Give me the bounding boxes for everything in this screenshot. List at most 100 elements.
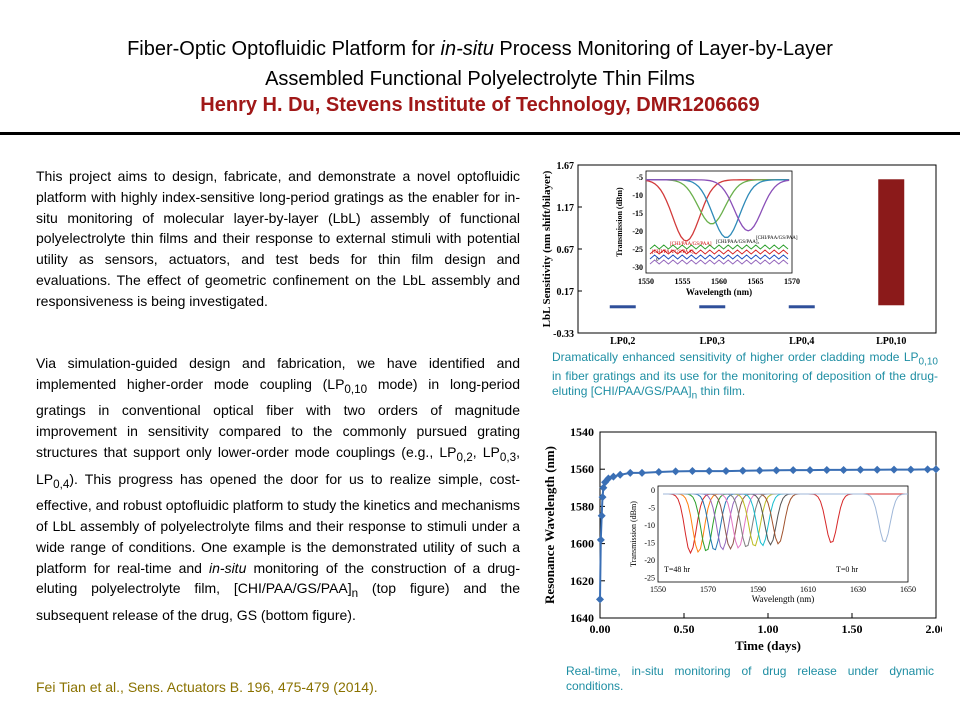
y-tick-label: 1580 (570, 499, 594, 513)
data-point (688, 467, 697, 476)
y-tick-label: 1600 (570, 537, 594, 551)
inset-x-tick: 1560 (711, 277, 727, 286)
caption-bottom: Real-time, in-situ monitoring of drug re… (566, 664, 934, 693)
data-point (890, 465, 898, 474)
y-tick-label: 0.17 (557, 287, 575, 298)
inset-label: [CHI/PAA/GS/PAA]₅ (716, 240, 760, 245)
inset-spectrum-3 (646, 179, 790, 232)
y-tick-label: 1640 (570, 611, 594, 625)
data-point (789, 466, 798, 475)
inset-label: [CHI/PAA/GS/PAA]₁ (652, 250, 696, 255)
data-point (626, 468, 635, 477)
data-point (604, 474, 613, 483)
inset-x-tick: 1555 (675, 277, 691, 286)
x-axis-label: Time (days) (735, 638, 801, 653)
inset-x-tick: 1550 (650, 585, 666, 594)
inset-label: [CHI/PAA/GS/PAA] (756, 236, 798, 241)
data-point (806, 466, 814, 475)
inset-y-tick: -15 (644, 539, 655, 548)
data-point (923, 465, 932, 474)
data-point (609, 472, 618, 481)
bar-3 (878, 179, 905, 306)
data-point (738, 466, 747, 475)
inset-frame (657, 485, 909, 583)
bar-1 (699, 305, 726, 309)
inset-y-tick: -5 (636, 173, 643, 182)
x-tick-label: 0.50 (674, 622, 695, 636)
data-point (772, 466, 781, 475)
inset-label: [CHI/PAA/GS/PAA] (670, 242, 712, 247)
data-point (873, 465, 882, 474)
data-point (856, 465, 865, 474)
divider (0, 132, 960, 135)
data-point (616, 470, 625, 479)
slide-title: Fiber-Optic Optofluidic Platform for in-… (127, 38, 833, 90)
x-category-label: LP0,4 (789, 336, 814, 345)
data-point (638, 468, 646, 477)
inset-x-tick: 1630 (850, 585, 866, 594)
inset-deposition-trace (649, 249, 789, 255)
inset-y-tick: -20 (644, 556, 655, 565)
inset-x-tick: 1565 (748, 277, 764, 286)
data-point (722, 467, 730, 476)
y-axis-label: LbL Sensitivity (nm shift/bilayer) (541, 170, 553, 327)
y-tick-label: 1.17 (557, 203, 575, 214)
inset-deposition-trace (649, 254, 789, 260)
data-point (705, 467, 714, 476)
data-point (755, 466, 764, 475)
data-point (932, 465, 940, 474)
inset-deposition-trace (649, 244, 789, 250)
data-point (671, 467, 680, 476)
inset-y-tick: -30 (632, 263, 643, 272)
inset-frame (645, 170, 793, 274)
data-point (596, 535, 605, 544)
y-axis-label: Resonance Wavelength (nm) (542, 446, 557, 604)
bar-0 (609, 305, 636, 309)
inset-label: T=48 hr (664, 565, 690, 574)
x-tick-label: 2.00 (926, 622, 943, 636)
inset-y-tick: -25 (632, 245, 643, 254)
data-point (822, 465, 831, 474)
inset-y-tick: -15 (632, 209, 643, 218)
caption-top: Dramatically enhanced sensitivity of hig… (552, 350, 938, 402)
sensitivity-bar-chart: -0.33 0.17 0.67 1.17 1.67 LbL Sensitivity (nm… (541, 161, 937, 345)
x-category-label: LP0,3 (700, 336, 725, 345)
inset-x-label: Wavelength (nm) (752, 594, 815, 604)
data-point (598, 493, 607, 502)
inset-y-tick: -10 (644, 521, 655, 530)
x-tick-label: 1.00 (758, 622, 779, 636)
data-point (654, 467, 663, 476)
y-tick-label: -0.33 (553, 329, 574, 340)
inset-y-tick: -20 (632, 227, 643, 236)
data-point (596, 595, 604, 604)
data-point (597, 511, 606, 520)
inset-x-tick: 1650 (900, 585, 916, 594)
inset-x-tick: 1550 (638, 277, 654, 286)
inset-x-tick: 1570 (700, 585, 716, 594)
x-category-label: LP0,2 (610, 336, 635, 345)
citation: Fei Tian et al., Sens. Actuators B. 196,… (36, 679, 378, 695)
inset-y-label: Transmission (dBm) (615, 187, 624, 257)
data-point (839, 465, 848, 474)
y-tick-label: 1540 (570, 425, 594, 439)
y-tick-label: 1.67 (557, 161, 575, 172)
data-point (906, 465, 915, 474)
author-line: Henry H. Du, Stevens Institute of Techno… (200, 94, 760, 116)
inset-deposition-trace (649, 259, 789, 265)
x-tick-label: 1.50 (842, 622, 863, 636)
x-tick-label: 0.00 (590, 622, 611, 636)
paragraph-intro: This project aims to design, fabricate, … (36, 168, 520, 309)
paragraph-results: Via simulation-guided design and fabrica… (36, 355, 521, 623)
bar-2 (788, 305, 815, 309)
inset-x-tick: 1590 (750, 585, 766, 594)
y-tick-label: 0.67 (557, 245, 575, 256)
inset-label: 0 (656, 258, 659, 263)
inset-y-tick: -25 (644, 574, 655, 583)
inset-y-label: Transmission (dBm) (629, 501, 638, 567)
inset-x-tick: 1570 (784, 277, 800, 286)
x-category-label: LP0,10 (876, 336, 906, 345)
inset-y-tick: 0 (651, 486, 655, 495)
inset-x-label: Wavelength (nm) (686, 287, 752, 297)
inset-spectrum-13 (663, 493, 908, 543)
